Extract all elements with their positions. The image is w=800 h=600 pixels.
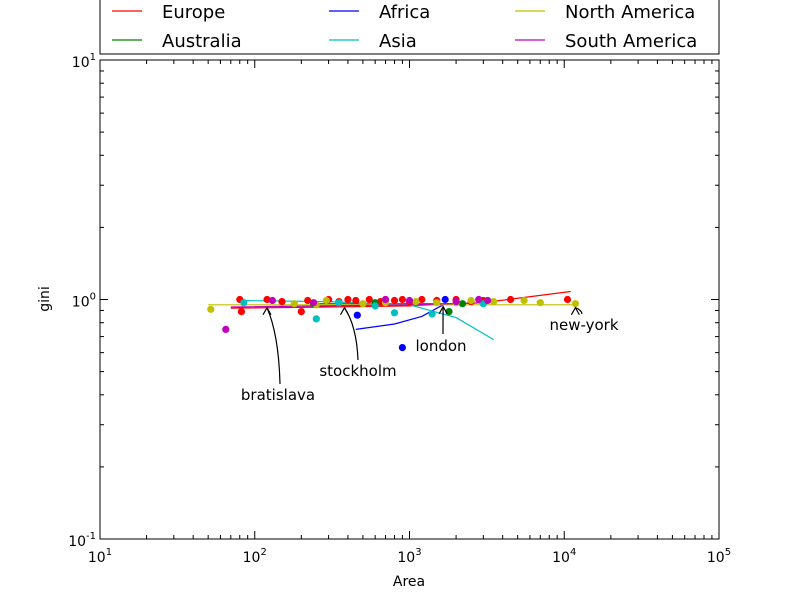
y-tick-label: 101 [72, 52, 96, 71]
data-point-north-america [290, 300, 298, 308]
data-point-europe [398, 295, 406, 304]
annotation-label: stockholm [319, 362, 396, 380]
data-point-asia [240, 299, 248, 307]
data-point-north-america [207, 305, 215, 313]
annotation-arrow [575, 307, 583, 315]
legend-label: Asia [379, 31, 417, 52]
data-point-south-america [268, 296, 276, 305]
legend-label: South America [565, 31, 697, 52]
annotation-arrow [266, 307, 281, 385]
data-point-north-america [520, 296, 528, 305]
y-tick-label: 10-1 [68, 531, 96, 550]
annotation-label: bratislava [241, 386, 315, 404]
data-point-africa [398, 344, 406, 352]
data-points [207, 295, 580, 352]
data-point-asia [335, 299, 343, 307]
axis-ticks [99, 60, 719, 540]
data-point-europe [263, 295, 271, 304]
data-point-africa [441, 295, 449, 304]
data-point-north-america [571, 300, 580, 308]
data-point-south-america [475, 295, 483, 304]
x-axis-label: Area [393, 574, 425, 590]
annotation-arrowhead [262, 306, 272, 316]
y-axis-label: gini [37, 286, 53, 312]
data-point-europe [297, 308, 305, 316]
data-point-north-america [412, 298, 420, 306]
legend-label: North America [565, 2, 695, 23]
data-point-north-america [490, 298, 498, 306]
annotation-arrowhead [438, 305, 448, 314]
data-point-europe [237, 308, 245, 316]
data-point-south-america [222, 325, 230, 333]
data-point-south-america [310, 299, 318, 307]
annotation-label: new-york [549, 316, 618, 334]
data-point-australia [458, 300, 467, 308]
data-point-africa [353, 311, 361, 319]
data-point-south-america [484, 296, 492, 305]
annotation-arrowhead [570, 306, 580, 316]
legend-label: Africa [379, 2, 430, 23]
y-tick-label: 100 [72, 292, 96, 311]
data-point-europe [563, 295, 572, 304]
data-point-asia [428, 310, 436, 318]
data-point-europe [304, 296, 312, 305]
data-point-north-america [322, 296, 330, 305]
x-tick-label: 101 [88, 547, 112, 566]
data-point-europe [352, 296, 360, 305]
x-tick-label: 102 [243, 547, 267, 566]
legend-label: Europe [162, 2, 225, 23]
data-point-asia [390, 309, 399, 317]
data-point-south-america [452, 298, 460, 306]
data-point-europe [365, 295, 373, 304]
data-point-europe [390, 296, 399, 305]
legend-label: Australia [162, 31, 242, 52]
data-point-europe [418, 295, 426, 304]
fit-line-africa [355, 303, 446, 330]
legend-frame [99, 0, 720, 55]
tick-labels: 101 102 103 104 105 10-1 100 101 [68, 52, 731, 566]
data-point-europe [278, 298, 286, 306]
x-tick-label: 105 [707, 547, 731, 566]
data-point-north-america [433, 299, 441, 307]
data-point-europe [507, 295, 515, 304]
x-tick-label: 104 [552, 547, 576, 566]
x-tick-label: 103 [397, 547, 421, 566]
data-point-north-america [467, 296, 475, 305]
annotation-arrowhead [339, 306, 349, 316]
data-point-north-america [536, 299, 544, 307]
data-point-south-america [405, 296, 414, 305]
legend: Europe Australia Africa Asia North America So… [99, 0, 720, 55]
data-point-asia [371, 302, 379, 310]
data-point-asia [312, 315, 320, 323]
data-point-south-america [381, 295, 390, 304]
data-point-europe [344, 295, 352, 304]
annotation-label: london [415, 337, 466, 355]
data-point-north-america [359, 300, 367, 308]
